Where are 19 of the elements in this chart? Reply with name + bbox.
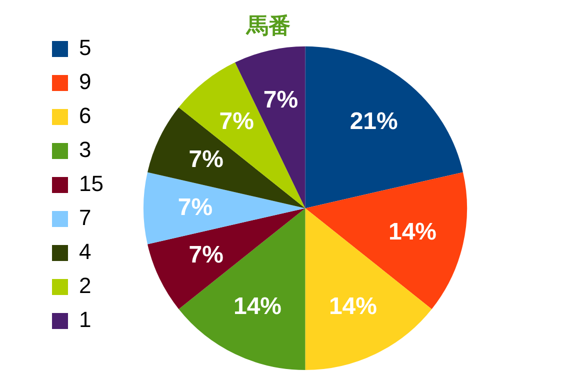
legend-label: 2	[79, 273, 92, 298]
legend-label: 15	[79, 171, 104, 196]
chart-title: 馬番	[246, 14, 290, 39]
legend-label: 7	[79, 205, 92, 230]
legend-label: 4	[79, 239, 92, 264]
legend-label: 6	[79, 103, 92, 128]
data-label: 14%	[233, 292, 282, 320]
data-label: 7%	[188, 146, 224, 174]
data-label: 7%	[219, 108, 254, 135]
legend-label: 9	[79, 69, 92, 94]
data-label: 14%	[328, 292, 377, 320]
legend-label: 1	[79, 307, 92, 332]
data-label: 7%	[263, 86, 298, 114]
legend-label: 3	[79, 137, 92, 162]
legend-label: 5	[79, 35, 92, 60]
data-label: 14%	[388, 218, 437, 246]
data-label: 21%	[350, 108, 398, 135]
data-label: 7%	[188, 242, 224, 269]
data-label: 7%	[178, 194, 213, 221]
